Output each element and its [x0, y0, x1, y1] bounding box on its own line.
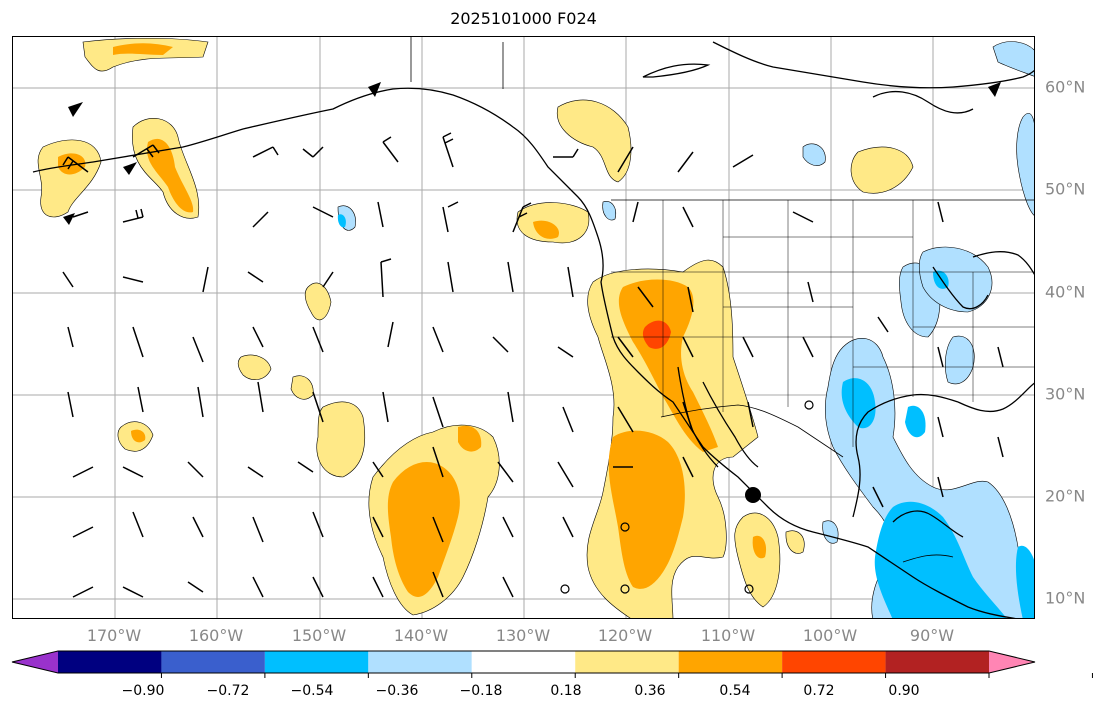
map-title: 2025101000 F024 [450, 9, 597, 28]
lon-tick-label: 150°W [291, 626, 347, 645]
colorbar-segment [885, 651, 989, 673]
colorbar-segment [368, 651, 472, 673]
colorbar-segment [264, 651, 369, 673]
lon-tick-label: 100°W [802, 626, 858, 645]
colorbar-tick-label: −0.72 [206, 683, 250, 699]
lon-tick-label: 120°W [597, 626, 653, 645]
negative-anomaly-strong [337, 214, 1034, 618]
colorbar-segment [575, 651, 679, 673]
location-marker [745, 487, 761, 503]
positive-anomaly-light [37, 37, 914, 618]
colorbar-tick-label: 0.36 [634, 683, 666, 699]
country-borders [410, 37, 1034, 563]
lat-tick-label: 60°N [1045, 77, 1086, 97]
colorbar-outline [11, 650, 1036, 674]
map-panel [12, 36, 1035, 619]
colorbar-segments [11, 650, 1036, 674]
coastlines [32, 41, 1034, 618]
colorbar-segment [989, 651, 1035, 673]
positive-anomaly-strong [642, 320, 671, 349]
colorbar-tick-label: 0.72 [803, 683, 835, 699]
positive-anomaly-orange [58, 43, 767, 597]
colorbar-segment [12, 651, 58, 673]
colorbar-tick-label: 0.54 [719, 683, 751, 699]
colorbar-tick-label: 0.18 [550, 683, 582, 699]
lat-tick-label: 10°N [1045, 588, 1086, 608]
markers [560, 400, 814, 594]
colorbar [11, 650, 1093, 678]
colorbar-ticks [160, 673, 1093, 678]
colorbar-segment [782, 651, 886, 673]
lat-tick-label: 40°N [1045, 282, 1086, 302]
colorbar-tick-label: −0.90 [121, 683, 165, 699]
lon-tick-label: 160°W [188, 626, 244, 645]
lat-tick-label: 50°N [1045, 179, 1086, 199]
state-borders [611, 200, 1034, 447]
colorbar-tick-label: −0.18 [459, 683, 503, 699]
wind-barb-flags [63, 82, 1001, 225]
lat-tick-label: 20°N [1045, 486, 1086, 506]
colorbar-tick-label: −0.36 [375, 683, 419, 699]
colorbar-tick-label: 0.90 [888, 683, 920, 699]
colorbar-segment [161, 651, 265, 673]
colorbar-segment [678, 651, 783, 673]
colorbar-segment [58, 651, 162, 673]
lon-tick-label: 140°W [393, 626, 449, 645]
lon-tick-label: 90°W [909, 626, 955, 645]
lat-tick-label: 30°N [1045, 384, 1086, 404]
wind-barbs [62, 132, 1004, 598]
colorbar-tick-label: −0.54 [290, 683, 334, 699]
lon-tick-label: 110°W [700, 626, 756, 645]
lon-tick-label: 130°W [495, 626, 551, 645]
negative-anomaly-light [337, 41, 1034, 618]
colorbar-segment [471, 651, 576, 673]
lon-tick-label: 170°W [86, 626, 142, 645]
